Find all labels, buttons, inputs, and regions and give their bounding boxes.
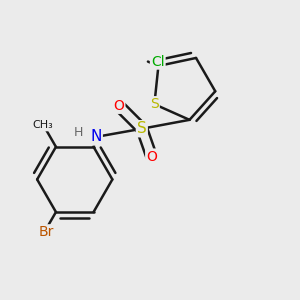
- Text: O: O: [113, 99, 124, 113]
- Text: Cl: Cl: [151, 55, 165, 69]
- Text: S: S: [137, 121, 147, 136]
- Text: CH₃: CH₃: [32, 120, 53, 130]
- Text: N: N: [90, 129, 102, 144]
- Text: H: H: [73, 125, 83, 139]
- Text: Br: Br: [38, 225, 54, 239]
- Text: O: O: [146, 149, 157, 164]
- Text: S: S: [150, 97, 159, 111]
